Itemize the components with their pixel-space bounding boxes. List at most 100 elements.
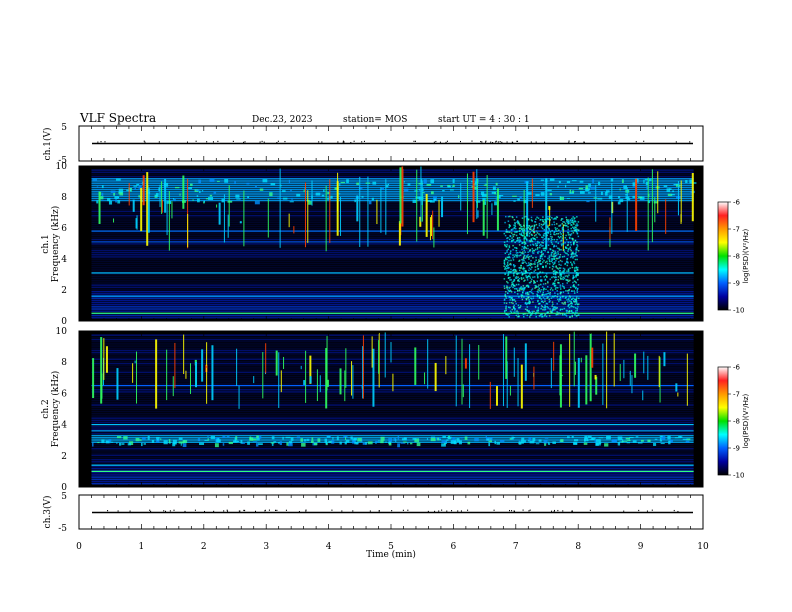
ch1-spectrogram-ylabel-1: ch.1 <box>41 234 51 253</box>
sferic-spike <box>531 178 533 208</box>
burst-speckle <box>540 251 543 253</box>
burst-speckle <box>538 260 540 263</box>
spectrogram-row <box>91 297 694 299</box>
band-speckle <box>579 190 585 194</box>
burst-speckle <box>571 237 573 240</box>
burst-speckle <box>536 265 539 267</box>
spectrogram-row <box>91 266 694 269</box>
sferic-spike <box>665 199 667 234</box>
burst-speckle <box>571 217 573 220</box>
burst-speckle <box>516 237 519 240</box>
burst-speckle <box>532 252 535 254</box>
sferic-spike <box>339 368 342 395</box>
band-speckle <box>670 193 675 196</box>
burst-speckle <box>525 227 528 230</box>
burst-speckle <box>526 309 528 311</box>
burst-speckle <box>565 220 568 223</box>
burst-speckle <box>541 305 543 308</box>
band-speckle <box>586 200 590 203</box>
burst-speckle <box>546 303 549 305</box>
burst-speckle <box>572 255 575 258</box>
burst-speckle <box>539 255 542 258</box>
burst-speckle <box>523 229 526 231</box>
band-speckle <box>685 440 690 443</box>
burst-speckle <box>575 224 577 227</box>
burst-speckle <box>558 261 560 263</box>
burst-speckle <box>529 273 531 275</box>
burst-speckle <box>515 283 518 286</box>
burst-speckle <box>535 245 538 247</box>
burst-speckle <box>571 264 573 267</box>
burst-speckle <box>559 256 561 258</box>
band-speckle <box>486 438 490 441</box>
burst-speckle <box>537 309 540 312</box>
spectrogram-row <box>91 345 694 347</box>
band-speckle <box>107 197 111 202</box>
burst-speckle <box>518 289 521 292</box>
burst-speckle <box>555 259 557 262</box>
burst-speckle <box>547 238 550 240</box>
burst-speckle <box>574 270 576 272</box>
burst-speckle <box>511 239 513 242</box>
sferic-spike <box>216 204 218 208</box>
burst-speckle <box>513 284 515 287</box>
burst-speckle <box>522 228 524 230</box>
band-speckle <box>226 435 230 438</box>
band-speckle <box>475 200 481 203</box>
burst-speckle <box>555 278 557 281</box>
spectrogram-row <box>91 206 694 208</box>
burst-speckle <box>546 280 549 283</box>
waveform-noise <box>643 140 645 142</box>
burst-speckle <box>561 302 563 304</box>
band-speckle <box>209 178 215 182</box>
burst-speckle <box>564 301 567 304</box>
band-speckle <box>126 189 132 192</box>
waveform-noise <box>413 140 415 142</box>
burst-speckle <box>576 309 578 312</box>
burst-speckle <box>569 219 572 221</box>
burst-speckle <box>567 298 570 301</box>
burst-speckle <box>521 287 524 289</box>
burst-speckle <box>538 241 540 244</box>
waveform-noise <box>492 141 494 144</box>
waveform-noise <box>243 509 245 512</box>
burst-speckle <box>503 310 506 313</box>
burst-speckle <box>558 225 560 227</box>
sferic-spike <box>307 190 309 243</box>
spectrogram-row <box>91 247 694 250</box>
band-speckle <box>416 442 421 447</box>
band-speckle <box>210 435 215 440</box>
burst-speckle <box>540 250 543 252</box>
sferic-spike <box>677 392 679 397</box>
spectrogram-row <box>91 262 694 265</box>
burst-speckle <box>536 244 538 247</box>
sferic-spike <box>211 345 214 401</box>
band-speckle <box>617 442 621 446</box>
burst-speckle <box>537 289 539 291</box>
sferic-spike <box>385 179 387 235</box>
ch3-ytick-top: 5 <box>61 492 67 502</box>
burst-speckle <box>563 249 565 251</box>
band-speckle <box>381 187 384 191</box>
band-speckle <box>358 186 363 189</box>
waveform-noise <box>238 510 240 512</box>
waveform-noise <box>337 141 339 143</box>
time-tick-label: 10 <box>697 542 709 552</box>
sferic-spike <box>280 370 282 393</box>
band-speckle <box>338 193 341 195</box>
burst-speckle <box>508 226 510 229</box>
burst-speckle <box>538 302 541 305</box>
burst-speckle <box>564 222 567 225</box>
burst-speckle <box>520 228 523 230</box>
burst-speckle <box>522 277 525 279</box>
burst-speckle <box>539 257 542 260</box>
band-speckle <box>388 438 393 442</box>
burst-speckle <box>567 279 569 281</box>
waveform-noise <box>457 510 459 512</box>
waveform-noise <box>677 510 679 513</box>
band-speckle <box>488 200 491 203</box>
burst-speckle <box>524 261 526 263</box>
burst-speckle <box>571 311 573 314</box>
band-speckle <box>339 441 342 445</box>
ch1-spectrogram-image <box>79 166 703 321</box>
